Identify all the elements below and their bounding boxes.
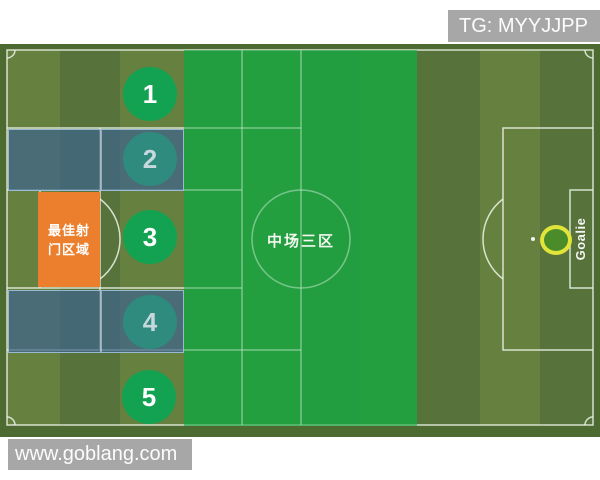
soccer-field-diagram [0, 44, 600, 437]
best-shot-area-box: 最佳射 门区域 [38, 192, 100, 287]
zone-marker-1-label: 1 [142, 78, 158, 109]
zone-marker-2-label: 2 [142, 143, 158, 174]
zone-marker-3: 3 [123, 210, 177, 264]
zone-marker-4-label: 4 [142, 306, 158, 337]
zone-marker-2: 2 [123, 132, 177, 186]
watermark-telegram: TG: MYYJJPP [448, 10, 600, 42]
pitch-lines-over-overlay [184, 49, 417, 426]
zone-marker-5: 5 [122, 370, 176, 424]
best-shot-area-line1: 最佳射 [47, 222, 90, 238]
pitch-markings [6, 49, 594, 426]
zone-marker-3-label: 3 [142, 221, 158, 252]
penalty-box-edge-line [100, 291, 102, 352]
goalie-marker [540, 225, 572, 255]
penalty-spot [531, 237, 535, 241]
midfield-zone-overlay [184, 50, 417, 426]
zone-marker-4: 4 [123, 295, 177, 349]
midfield-zone-label: 中场三区 [266, 233, 335, 250]
zone-marker-5-label: 5 [141, 381, 157, 412]
watermark-website: www.goblang.com [8, 439, 192, 470]
penalty-box-edge-line [100, 130, 102, 190]
watermark-telegram-text: TG: MYYJJPP [459, 15, 588, 37]
zone-marker-1: 1 [123, 67, 177, 121]
watermark-website-text: www.goblang.com [15, 443, 178, 465]
goalie-label: Goalie [573, 217, 588, 261]
best-shot-area-line2: 门区域 [47, 241, 90, 257]
